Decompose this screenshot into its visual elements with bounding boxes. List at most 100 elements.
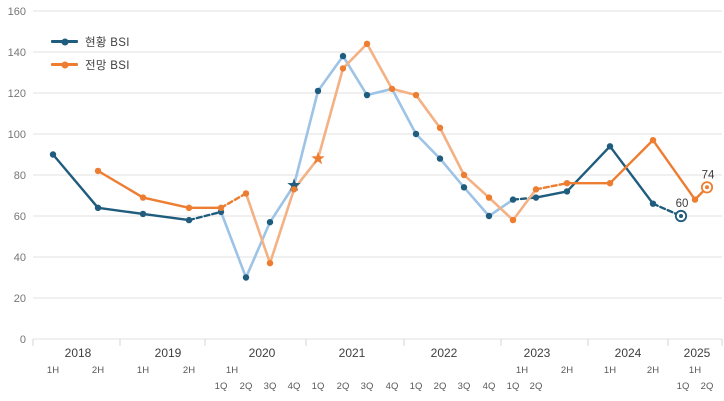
y-axis-labels: 0 20 40 60 80 100 120 140 160: [8, 6, 26, 346]
data-point: [460, 184, 468, 191]
x-quarter-labels-item: 2Q: [434, 381, 447, 392]
data-point: [314, 87, 322, 95]
line-segment: [608, 138, 655, 185]
line-segment: [511, 188, 538, 222]
x-half-labels-item: 1H: [137, 365, 149, 376]
data-point: [563, 180, 571, 187]
x-quarter-labels-item: 3Q: [458, 381, 471, 392]
line-segment: [414, 132, 442, 160]
line-segment: [219, 210, 248, 279]
line-segment: [414, 93, 442, 130]
x-quarter-labels-item: 1Q: [677, 381, 690, 392]
x-half-labels-item: 2H: [183, 365, 195, 376]
data-point: [412, 91, 420, 99]
y-tick-label: 0: [20, 334, 26, 346]
series-line-outlook: [96, 42, 709, 265]
x-year-labels-item: 2025: [684, 346, 711, 360]
data-point: [290, 186, 298, 193]
line-segment: [390, 87, 418, 97]
x-half-labels-item: 1H: [47, 365, 59, 376]
line-segment: [316, 54, 345, 93]
data-point: [139, 194, 147, 201]
x-half-labels-item: 1H: [689, 365, 701, 376]
data-point: [49, 151, 57, 158]
point-value-label: 60: [676, 198, 689, 210]
year-divider-ticks: [32, 339, 723, 346]
x-quarter-labels-item: 4Q: [288, 381, 301, 392]
data-point: [339, 65, 347, 72]
data-point: [242, 274, 250, 281]
data-point: [242, 190, 250, 197]
data-point: [363, 40, 371, 47]
legend-label-current-bsi: 현황 BSI: [85, 36, 130, 49]
x-year-labels-item: 2023: [524, 346, 551, 360]
x-half-labels-item: 1H: [226, 365, 238, 376]
data-point: [563, 188, 571, 195]
data-point: [606, 180, 614, 187]
y-tick-label: 140: [8, 47, 26, 59]
line-segment: [462, 186, 491, 218]
data-point: [532, 194, 540, 201]
line-segment: [651, 138, 697, 201]
x-quarter-labels-item: 1Q: [215, 381, 228, 392]
line-segment: [187, 210, 223, 222]
x-quarter-labels-item: 4Q: [386, 381, 399, 392]
line-segment: [268, 183, 296, 224]
x-year-labels-item: 2024: [615, 346, 642, 360]
x-quarter-labels-item: 2Q: [530, 381, 543, 392]
line-segment: [96, 206, 145, 216]
x-quarter-labels-item: 2Q: [337, 381, 350, 392]
line-segment: [292, 89, 320, 187]
line-segment: [534, 190, 569, 199]
data-point: [485, 212, 493, 220]
y-tick-label: 120: [8, 88, 26, 100]
line-segment: [51, 153, 100, 210]
data-point: [139, 210, 147, 218]
line-segment: [141, 212, 191, 222]
data-point: [266, 218, 274, 226]
x-half-labels-item: 1H: [516, 365, 528, 376]
x-quarter-labels-item: 1Q: [507, 381, 520, 392]
line-segment: [365, 87, 394, 97]
line-segment: [462, 173, 491, 199]
x-half-labels-item: 2H: [561, 365, 573, 376]
line-segment: [141, 196, 191, 210]
line-segment: [341, 54, 369, 97]
star-marker: [311, 151, 325, 165]
y-tick-label: 40: [14, 252, 26, 264]
line-segment: [511, 196, 538, 201]
data-point: [185, 216, 193, 224]
outlook-bsi-marker-icon: [61, 61, 68, 68]
y-gridlines: [33, 10, 722, 340]
legend-item-current-bsi: 현황 BSI: [51, 35, 130, 49]
data-point: [217, 204, 225, 211]
data-point: [532, 186, 540, 193]
x-quarter-labels-item: 1Q: [410, 381, 423, 392]
line-segment: [534, 181, 569, 191]
line-segment: [438, 126, 466, 177]
star-marker: [287, 178, 301, 191]
data-point: [460, 171, 468, 179]
x-half-labels: 1H 2H 1H 2H 1H 1H 2H 1H 2H 1H: [47, 365, 701, 376]
current-bsi-marker-icon: [61, 38, 68, 45]
data-point: [94, 204, 102, 211]
data-point: [266, 259, 274, 267]
x-quarter-labels-item: 1Q: [312, 381, 325, 392]
line-segment: [268, 188, 296, 265]
y-tick-label: 80: [14, 170, 26, 182]
line-segment: [390, 87, 418, 136]
x-year-labels-item: 2022: [431, 346, 458, 360]
outlook-bsi-line-swatch: [51, 61, 78, 68]
circled-point-center: [679, 214, 683, 218]
data-point: [606, 143, 614, 150]
data-point: [185, 204, 193, 211]
x-year-labels-item: 2020: [249, 346, 276, 360]
legend-item-outlook-bsi: 전망 BSI: [51, 58, 130, 72]
line-segment: [487, 196, 515, 222]
line-segment: [244, 192, 272, 265]
x-quarter-labels-item: 2Q: [240, 381, 253, 392]
data-point: [691, 196, 699, 203]
data-point: [649, 136, 657, 144]
y-tick-label: 100: [8, 129, 26, 141]
circled-point-center: [705, 185, 709, 190]
